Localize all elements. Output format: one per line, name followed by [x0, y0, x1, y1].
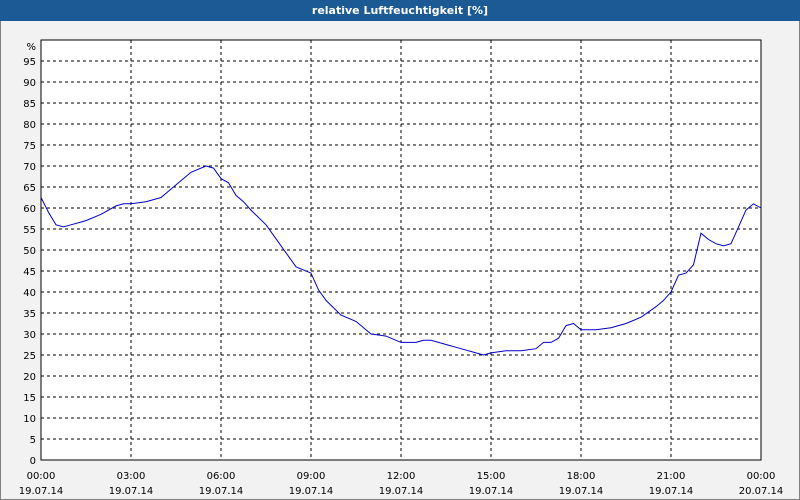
- x-tick-date-label: 19.07.14: [469, 486, 514, 497]
- y-tick-label: 55: [23, 225, 36, 236]
- x-axis-ticks: 00:00 19.07.14 03:00 19.07.14 06:00 19.07.14 0…: [19, 471, 784, 497]
- x-tick-time-label: 12:00: [387, 471, 416, 482]
- y-tick-label: 95: [23, 57, 36, 68]
- y-axis-unit: %: [26, 42, 36, 53]
- x-tick-date-label: 20.07.14: [739, 486, 784, 497]
- y-tick-label: 35: [23, 309, 36, 320]
- x-tick-time-label: 09:00: [297, 471, 326, 482]
- y-tick-label: 70: [23, 162, 36, 173]
- x-tick-date-label: 19.07.14: [199, 486, 244, 497]
- x-tick-time-label: 00:00: [747, 471, 776, 482]
- y-tick-label: 25: [23, 351, 36, 362]
- x-tick-date-label: 19.07.14: [649, 486, 694, 497]
- y-tick-label: 65: [23, 183, 36, 194]
- x-tick-date-label: 19.07.14: [559, 486, 604, 497]
- y-tick-label: 60: [23, 204, 36, 215]
- x-tick-date-label: 19.07.14: [109, 486, 154, 497]
- y-tick-label: 80: [23, 120, 36, 131]
- x-tick-time-label: 21:00: [657, 471, 686, 482]
- y-tick-label: 30: [23, 330, 36, 341]
- y-tick-label: 15: [23, 393, 36, 404]
- y-tick-label: 10: [23, 414, 36, 425]
- y-tick-label: 50: [23, 246, 36, 257]
- x-tick-date-label: 19.07.14: [379, 486, 424, 497]
- x-tick-time-label: 00:00: [27, 471, 56, 482]
- y-tick-label: 20: [23, 372, 36, 383]
- x-tick-time-label: 18:00: [567, 471, 596, 482]
- y-tick-label: 40: [23, 288, 36, 299]
- y-tick-label: 45: [23, 267, 36, 278]
- y-axis-ticks: 0 5 10 15 20 25 30 35 40 45 50 55 60 65 70 75 80 85 90 95: [23, 57, 36, 467]
- grid-lines: [41, 40, 761, 460]
- x-tick-time-label: 15:00: [477, 471, 506, 482]
- x-tick-date-label: 19.07.14: [289, 486, 334, 497]
- x-tick-date-label: 19.07.14: [19, 486, 64, 497]
- y-tick-label: 90: [23, 78, 36, 89]
- y-tick-label: 0: [30, 456, 36, 467]
- y-tick-label: 85: [23, 99, 36, 110]
- x-tick-time-label: 06:00: [207, 471, 236, 482]
- title-bar: relative Luftfeuchtigkeit [%]: [0, 0, 800, 21]
- y-tick-label: 75: [23, 141, 36, 152]
- chart-title: relative Luftfeuchtigkeit [%]: [311, 4, 489, 17]
- y-tick-label: 5: [30, 435, 36, 446]
- humidity-series-line: [40, 165, 762, 356]
- x-tick-time-label: 03:00: [117, 471, 146, 482]
